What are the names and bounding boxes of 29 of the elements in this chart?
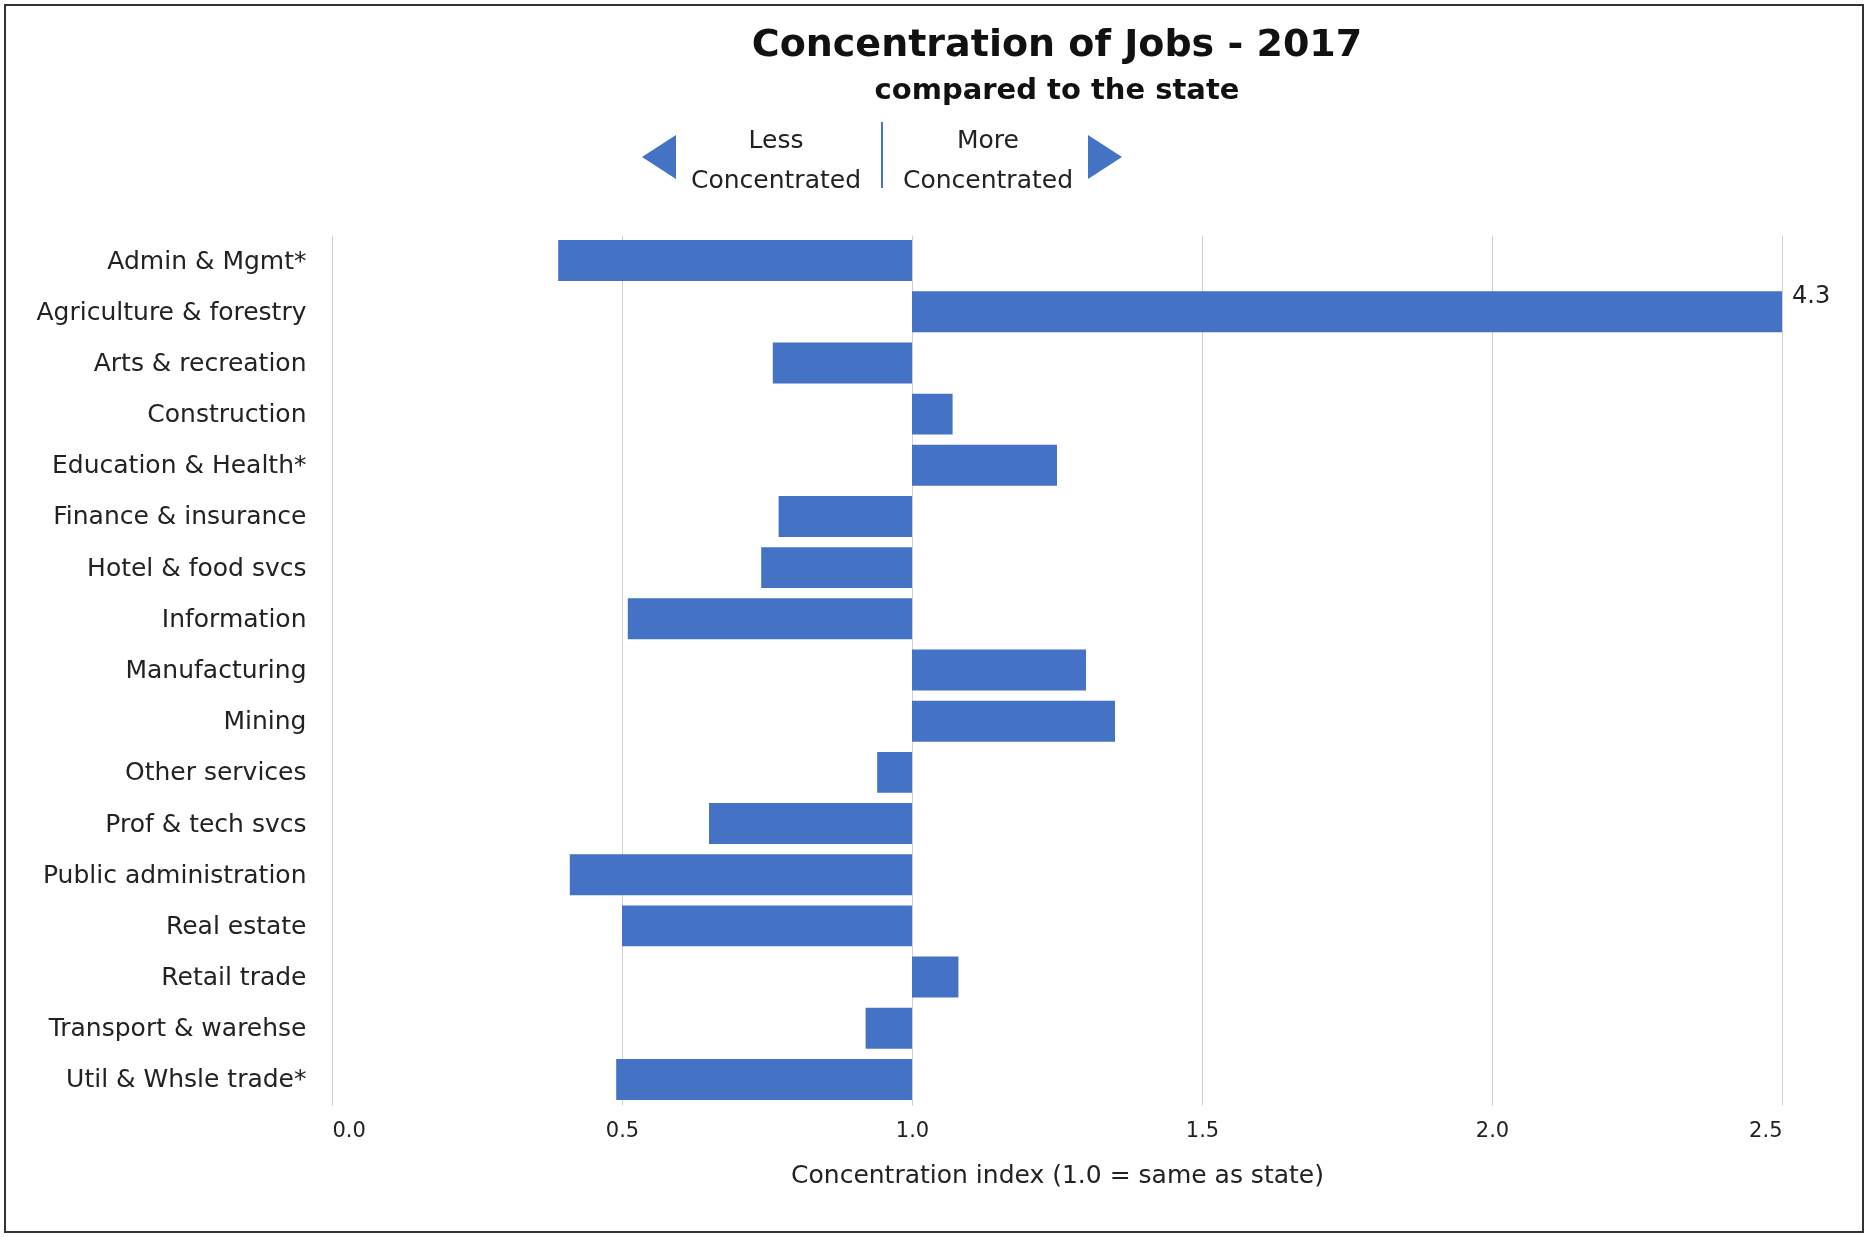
y-tick-label: Construction <box>147 399 307 429</box>
chart-title: Concentration of Jobs - 2017 <box>751 21 1363 65</box>
y-tick-label: Public administration <box>42 859 307 889</box>
y-tick-label: Agriculture & forestry <box>36 296 307 326</box>
y-tick-label: Finance & insurance <box>53 501 307 531</box>
y-tick-label: Retail trade <box>161 962 307 992</box>
y-tick-label: Prof & tech svcs <box>105 808 307 838</box>
x-tick-label: 2.5 <box>1749 1117 1783 1142</box>
y-tick-label: Admin & Mgmt* <box>107 245 307 275</box>
text: More Concentrated <box>902 124 1074 196</box>
x-tick-label: 1.5 <box>1185 1117 1220 1142</box>
text: Less Concentrated <box>690 124 862 196</box>
data-label: 4.3 <box>1792 280 1831 309</box>
y-tick-label: Arts & recreation <box>93 347 307 377</box>
y-tick-label: Hotel & food svcs <box>87 552 307 582</box>
y-tick-label: Education & Health* <box>52 450 307 480</box>
y-tick-label: Real estate <box>165 910 307 940</box>
y-tick-label: Transport & warehse <box>47 1013 307 1043</box>
y-tick-label: Manufacturing <box>125 655 307 684</box>
x-tick-label: 0.5 <box>605 1117 640 1142</box>
y-tick-label: Other services <box>124 757 307 787</box>
x-axis-title: Concentration index (1.0 = same as state) <box>791 1159 1324 1189</box>
y-tick-label: Util & Whsle trade* <box>66 1064 307 1094</box>
x-tick-label: 0.0 <box>332 1117 366 1142</box>
x-tick-label: 1.0 <box>895 1117 930 1142</box>
y-tick-label: Mining <box>223 706 307 736</box>
x-tick-label: 2.0 <box>1475 1117 1510 1142</box>
y-tick-label: Information <box>161 603 307 633</box>
chart-subtitle: compared to the state <box>874 72 1240 106</box>
